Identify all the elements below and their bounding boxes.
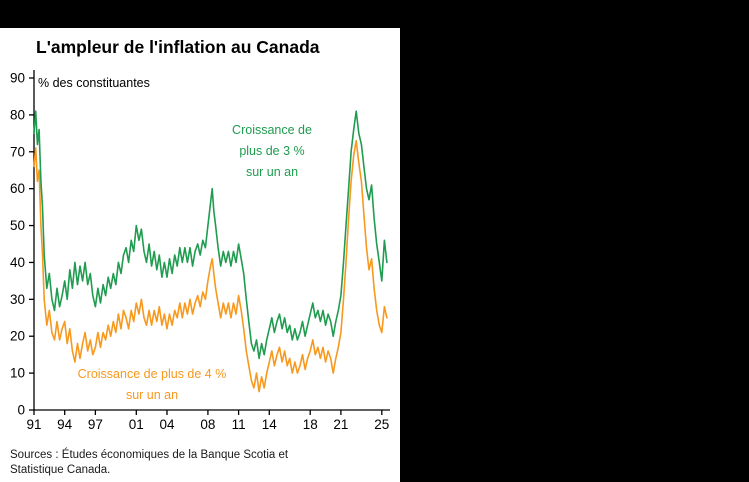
svg-text:Croissance de: Croissance de bbox=[232, 123, 312, 137]
svg-text:Croissance de plus de 4 %: Croissance de plus de 4 % bbox=[78, 367, 227, 381]
x-axis-ticks: 91 94 97 01 04 08 11 14 18 21 25 bbox=[26, 410, 389, 432]
svg-text:sur un an: sur un an bbox=[246, 165, 298, 179]
x-tick-label: 14 bbox=[262, 417, 278, 432]
y-axis-unit-label: % des constituantes bbox=[38, 76, 150, 90]
y-axis-ticks: 0 10 20 30 40 50 60 70 80 90 bbox=[10, 71, 34, 418]
y-tick-label: 30 bbox=[10, 292, 25, 307]
y-tick-label: 80 bbox=[10, 107, 25, 122]
y-tick-label: 0 bbox=[17, 403, 25, 418]
y-tick-label: 20 bbox=[10, 329, 25, 344]
chart-title: L'ampleur de l'inflation au Canada bbox=[36, 37, 320, 57]
y-tick-label: 10 bbox=[10, 366, 25, 381]
y-tick-label: 40 bbox=[10, 255, 25, 270]
x-tick-label: 11 bbox=[232, 417, 246, 432]
x-tick-label: 18 bbox=[303, 417, 318, 432]
svg-text:plus de 3 %: plus de 3 % bbox=[239, 144, 304, 158]
x-tick-label: 08 bbox=[200, 417, 215, 432]
x-tick-label: 97 bbox=[88, 417, 103, 432]
series-annotation-1: Croissance de plus de 3 % sur un an bbox=[232, 123, 312, 179]
chart-panel: L'ampleur de l'inflation au Canada % des… bbox=[0, 28, 400, 482]
sources-line-1: Sources : Études économiques de la Banqu… bbox=[10, 449, 289, 461]
y-tick-label: 70 bbox=[10, 144, 25, 159]
x-tick-label: 91 bbox=[26, 417, 41, 432]
x-tick-label: 01 bbox=[129, 417, 144, 432]
sources-note: Sources : Études économiques de la Banqu… bbox=[0, 445, 400, 478]
x-tick-label: 25 bbox=[374, 417, 389, 432]
x-tick-label: 21 bbox=[333, 417, 348, 432]
axes bbox=[33, 70, 390, 411]
series-annotation-2: Croissance de plus de 4 % sur un an bbox=[78, 367, 227, 402]
y-tick-label: 60 bbox=[10, 181, 25, 196]
sources-line-2: Statistique Canada. bbox=[10, 464, 111, 476]
svg-text:sur un an: sur un an bbox=[126, 388, 178, 402]
x-tick-label: 94 bbox=[57, 417, 73, 432]
series-line-2 bbox=[33, 139, 388, 393]
series-line-1 bbox=[33, 110, 388, 360]
y-tick-label: 50 bbox=[10, 218, 25, 233]
x-tick-label: 04 bbox=[159, 417, 175, 432]
inflation-breadth-chart: 0 10 20 30 40 50 60 70 80 90 91 94 97 01 04 08 11 14 18 21 2… bbox=[10, 70, 390, 432]
y-tick-label: 90 bbox=[10, 71, 25, 86]
